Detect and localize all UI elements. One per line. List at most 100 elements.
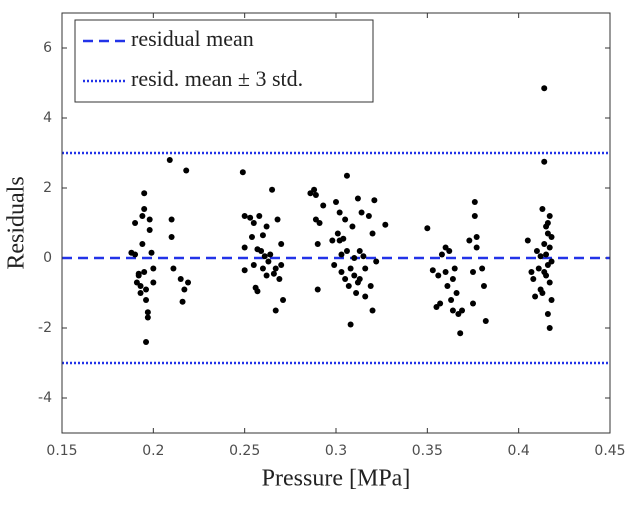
- point: [334, 230, 341, 237]
- point: [435, 272, 442, 279]
- point: [144, 314, 151, 321]
- point: [170, 265, 177, 272]
- axes-frame: [61, 12, 611, 434]
- point: [314, 241, 321, 247]
- point: [254, 246, 261, 253]
- point: [354, 195, 361, 202]
- point: [356, 248, 363, 254]
- point: [345, 283, 352, 289]
- point: [241, 244, 248, 251]
- point: [239, 169, 246, 176]
- point: [347, 321, 354, 328]
- point: [528, 269, 535, 275]
- point: [168, 234, 175, 240]
- point: [365, 213, 372, 219]
- point: [333, 199, 339, 205]
- point: [338, 269, 345, 275]
- y-tick-label: 2: [43, 180, 52, 196]
- point: [453, 290, 460, 296]
- point: [546, 279, 553, 286]
- point: [530, 276, 537, 282]
- point: [241, 267, 248, 274]
- point: [259, 265, 266, 272]
- point: [471, 199, 478, 205]
- point: [146, 227, 153, 233]
- point: [274, 216, 281, 223]
- point: [141, 206, 148, 212]
- point: [336, 209, 343, 216]
- point: [470, 300, 476, 307]
- point: [473, 244, 480, 251]
- x-tick-label: 0.35: [412, 443, 443, 459]
- point: [143, 297, 150, 303]
- point: [541, 85, 548, 92]
- point: [135, 270, 142, 277]
- point: [362, 293, 369, 300]
- x-tick-label: 0.3: [325, 443, 347, 459]
- point: [524, 237, 531, 244]
- point: [128, 249, 135, 256]
- point: [470, 269, 476, 275]
- point: [473, 234, 480, 240]
- point: [459, 307, 466, 314]
- point: [362, 265, 369, 272]
- x-tick-label: 0.2: [142, 443, 164, 459]
- point: [446, 248, 453, 254]
- point: [442, 269, 449, 275]
- point: [343, 248, 350, 254]
- point: [312, 192, 319, 198]
- point: [347, 265, 354, 272]
- point: [548, 234, 555, 240]
- point: [272, 307, 279, 314]
- x-axis-label: Pressure [MPa]: [262, 466, 411, 492]
- x-tick-label: 0.45: [594, 443, 625, 459]
- point: [479, 265, 486, 272]
- point: [449, 307, 456, 314]
- point: [314, 286, 321, 293]
- point: [280, 297, 287, 303]
- point: [179, 298, 186, 305]
- point: [342, 276, 349, 282]
- y-tick-label: 0: [43, 250, 52, 266]
- point: [144, 309, 151, 316]
- point: [358, 209, 365, 216]
- point: [256, 213, 263, 219]
- point: [181, 286, 188, 293]
- point: [543, 251, 550, 258]
- point: [311, 186, 318, 193]
- point: [250, 262, 257, 268]
- point: [168, 216, 175, 223]
- legend-label: residual mean: [131, 26, 254, 51]
- point: [248, 234, 255, 240]
- point: [141, 269, 148, 275]
- point: [480, 283, 487, 289]
- point: [544, 220, 551, 226]
- point: [241, 213, 248, 219]
- point: [329, 237, 336, 244]
- point: [177, 276, 184, 282]
- point: [278, 262, 285, 268]
- point: [143, 339, 150, 345]
- point: [360, 253, 367, 260]
- point: [320, 202, 327, 209]
- point: [132, 220, 139, 226]
- point: [548, 258, 555, 265]
- point: [150, 265, 157, 272]
- point: [429, 267, 436, 274]
- point: [141, 190, 148, 197]
- point: [424, 225, 431, 232]
- point: [369, 307, 376, 314]
- point: [537, 253, 544, 260]
- point: [267, 251, 274, 258]
- point: [150, 279, 157, 286]
- point: [354, 279, 361, 286]
- point: [353, 290, 360, 296]
- point: [259, 232, 266, 239]
- point: [449, 276, 456, 282]
- point: [546, 325, 553, 331]
- point: [448, 297, 455, 303]
- y-tick-label: 4: [43, 110, 52, 126]
- point: [546, 244, 553, 251]
